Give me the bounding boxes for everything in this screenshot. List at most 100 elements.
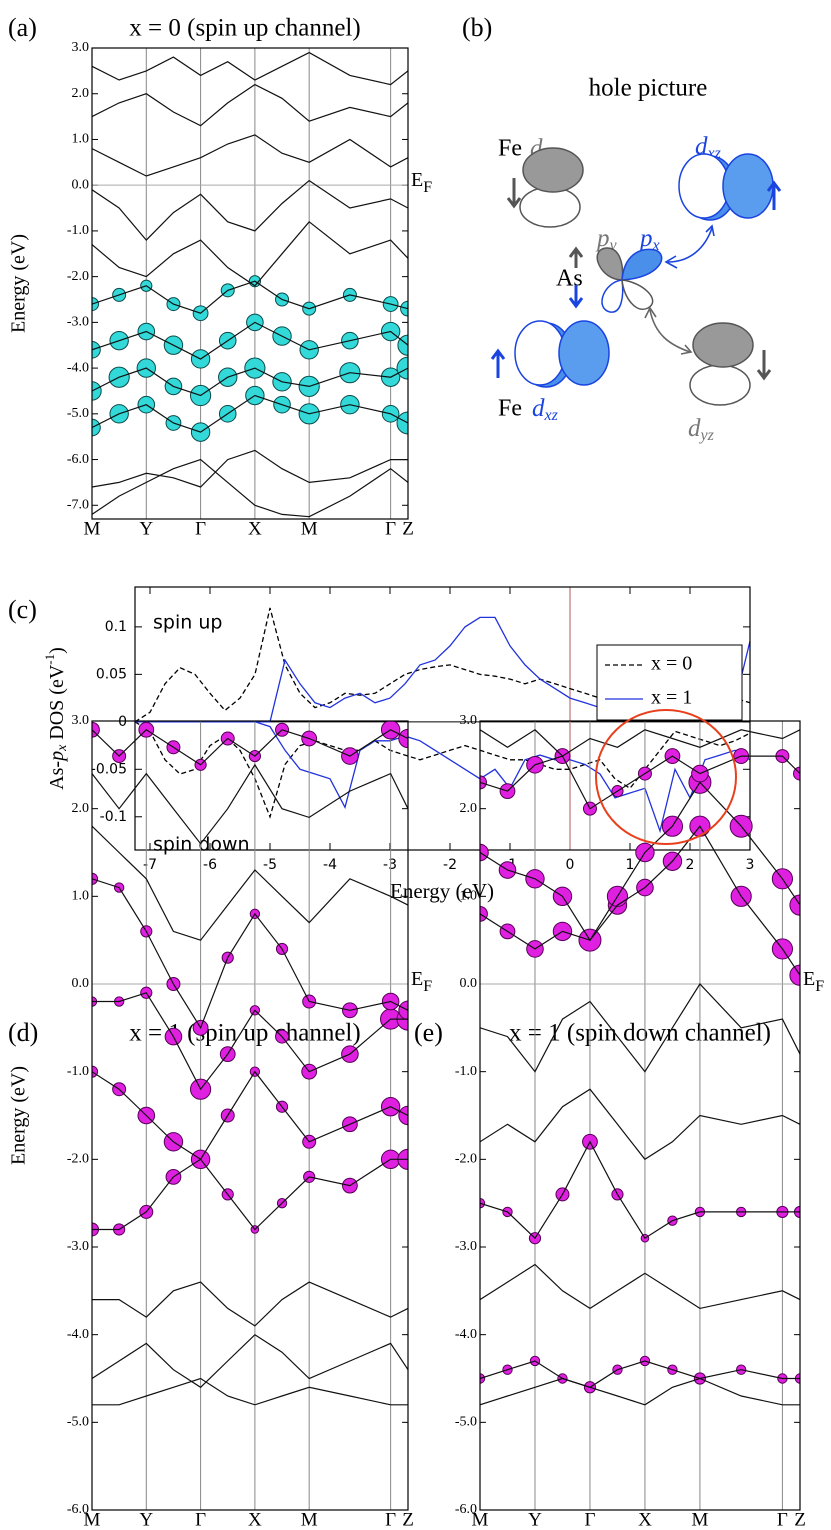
- as-label: As: [556, 266, 583, 292]
- y-tick-label: -3.0: [67, 315, 89, 330]
- legend-label: x = 0: [651, 653, 692, 675]
- bands: [480, 729, 800, 1406]
- orbital-weight: [400, 300, 408, 317]
- orbital-weight: [396, 356, 408, 380]
- x-tick-label: M: [84, 518, 101, 539]
- orbital-label: dyz: [688, 415, 715, 444]
- fermi-label: EF: [411, 968, 432, 995]
- y-tick-label: -5.0: [67, 1415, 89, 1430]
- x-tick-label: M: [84, 1509, 101, 1530]
- hopping-arrow: [667, 227, 713, 263]
- y-axis-label: As-px DOS (eV-1): [42, 647, 70, 790]
- x-tick-label: -7: [143, 857, 157, 873]
- band: [480, 1263, 800, 1310]
- orbital-label: px: [638, 225, 660, 254]
- x-tick-label: Z: [402, 518, 414, 539]
- x-tick-label: -5: [263, 857, 277, 873]
- orbital-weight: [396, 411, 408, 435]
- chart-title: x = 0 (spin up channel): [129, 15, 360, 42]
- y-tick-label: -7.0: [67, 498, 89, 513]
- x-tick-label: -2: [443, 857, 457, 873]
- x-tick-label: Γ: [584, 1509, 595, 1530]
- fermi-label-base: E: [411, 968, 423, 990]
- spin-arrow: [568, 246, 584, 268]
- y-axis-label-part: ): [46, 647, 68, 654]
- y-tick-label: -1.0: [455, 1064, 477, 1079]
- x-tick-label: Γ: [385, 1509, 396, 1530]
- y-axis-label: Energy (eV): [8, 234, 30, 333]
- x-tick-label: -4: [323, 857, 337, 873]
- y-axis-label-part: As-: [46, 761, 68, 790]
- chart-title: x = 1 (spin down channel): [509, 1020, 771, 1047]
- orbital-weight: [480, 1373, 486, 1384]
- orbital-weight: [480, 1197, 486, 1209]
- orbital-weight: [92, 418, 101, 437]
- lobe: [519, 186, 581, 228]
- hopping-arrow: [649, 309, 691, 353]
- x-tick-label: -3: [383, 857, 397, 873]
- fe-label: Fe: [498, 396, 522, 422]
- y-tick-label: 0: [118, 714, 127, 730]
- band: [480, 1360, 800, 1388]
- lobe: [689, 364, 751, 406]
- spin-arrow: [756, 350, 772, 381]
- fermi-label-base: E: [803, 968, 815, 990]
- band: [92, 179, 408, 241]
- band: [92, 825, 408, 941]
- x-tick-label: Γ: [777, 1509, 788, 1530]
- orbital-weight: [789, 894, 800, 916]
- arrowhead: [644, 306, 693, 355]
- orbital-weight: [480, 775, 487, 790]
- plot-frame: [91, 47, 409, 520]
- band: [480, 755, 800, 810]
- chart-title: x = 1 (spin up channel): [129, 1020, 360, 1047]
- band: [480, 983, 800, 1073]
- x-tick-label: X: [248, 518, 262, 539]
- y-tick-label: -1.0: [67, 1064, 89, 1079]
- x-tick-label: Z: [794, 1509, 806, 1530]
- orbital-weight: [789, 964, 800, 986]
- x-tick-label: Γ: [195, 1509, 206, 1530]
- y-tick-label: -1.0: [67, 223, 89, 238]
- lobe: [621, 279, 654, 311]
- spin-arrow: [506, 178, 522, 209]
- band: [92, 394, 408, 433]
- x-tick-label: X: [638, 1509, 652, 1530]
- legend-box: [596, 644, 743, 721]
- fermi-label-sub: F: [423, 978, 432, 995]
- y-tick-label: 0.0: [460, 976, 478, 991]
- y-axis-label-part: p: [46, 751, 68, 763]
- x-tick-label: Y: [139, 1509, 153, 1530]
- y-tick-label: -2.0: [67, 269, 89, 284]
- x-tick-label: Γ: [195, 518, 206, 539]
- orbital-weight: [92, 297, 99, 312]
- y-axis-label: Energy (eV): [8, 1066, 30, 1165]
- plot-frame: [479, 720, 801, 1511]
- y-tick-label: 0.0: [72, 976, 90, 991]
- y-tick-label: -6.0: [455, 1502, 477, 1517]
- lobe: [692, 322, 754, 368]
- y-axis-label-part: x: [55, 744, 70, 752]
- band: [92, 763, 408, 845]
- band: [92, 1070, 408, 1161]
- x-tick-label: X: [248, 1509, 262, 1530]
- x-tick-label: 0: [566, 857, 575, 873]
- lobe: [678, 153, 730, 219]
- orbital-label: py: [595, 225, 618, 254]
- lobe: [601, 279, 624, 313]
- band: [480, 729, 800, 757]
- panel-label: (d): [8, 1018, 38, 1047]
- band: [92, 83, 408, 127]
- band: [480, 1140, 800, 1240]
- spin-arrow: [568, 285, 584, 309]
- y-tick-label: -6.0: [67, 452, 89, 467]
- x-tick-label: 1: [626, 857, 635, 873]
- orbital-weight: [92, 721, 100, 738]
- band: [92, 449, 408, 488]
- band: [92, 878, 408, 1030]
- y-tick-label: 3.0: [72, 40, 90, 55]
- band: [92, 321, 408, 360]
- y-tick-label: 1.0: [460, 889, 478, 904]
- y-tick-label: 2.0: [460, 801, 478, 816]
